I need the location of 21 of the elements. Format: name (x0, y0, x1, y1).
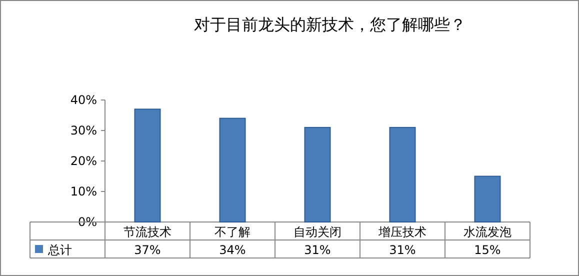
bar (389, 126, 416, 222)
x-tick-label: 节流技术 (124, 225, 172, 239)
y-tick-label: 10% (70, 184, 97, 198)
bar (474, 176, 501, 222)
data-label: 34% (219, 243, 246, 257)
data-label: 31% (304, 243, 331, 257)
bar (304, 126, 331, 222)
x-tick-label: 水流发泡 (464, 225, 512, 239)
bar (219, 118, 246, 222)
bar (134, 108, 161, 222)
y-tick-label: 20% (70, 154, 97, 168)
chart-title: 对于目前龙头的新技术，您了解哪些？ (194, 15, 466, 34)
x-tick-label: 不了解 (214, 225, 250, 239)
data-label: 37% (134, 243, 161, 257)
y-tick-label: 30% (70, 124, 97, 138)
x-tick-label: 增压技术 (378, 225, 426, 239)
data-label: 31% (389, 243, 416, 257)
x-tick-label: 自动关闭 (294, 225, 342, 239)
legend-label: 总计 (47, 243, 72, 257)
data-label: 15% (474, 243, 501, 257)
y-tick-label: 40% (70, 93, 97, 107)
